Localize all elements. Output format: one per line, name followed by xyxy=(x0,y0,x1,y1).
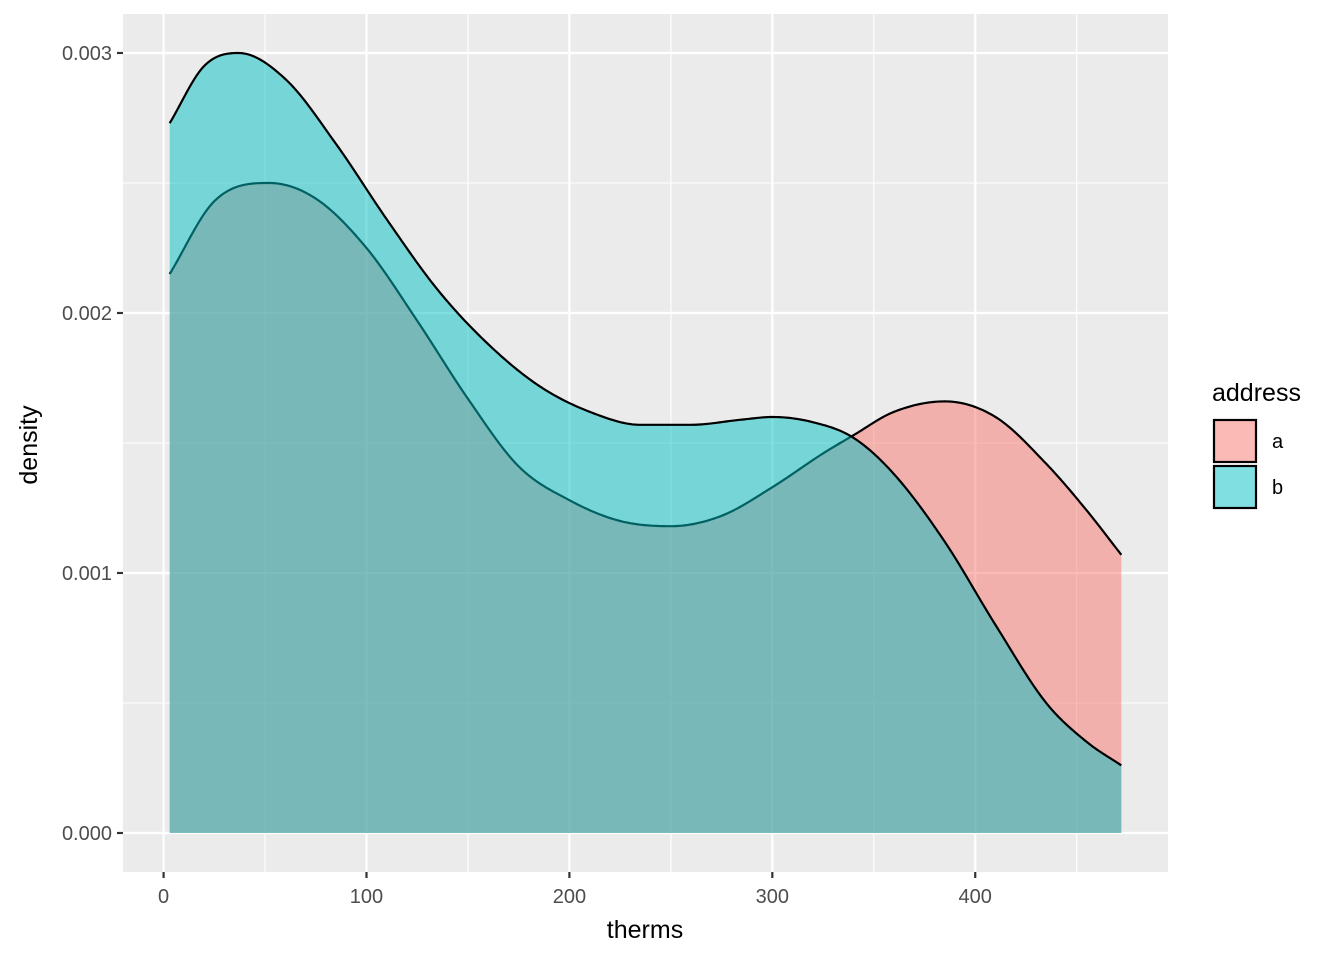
y-tick-label: 0.003 xyxy=(62,43,112,65)
x-tick-label: 400 xyxy=(959,886,992,908)
density-line-b xyxy=(168,51,1122,767)
y-tick-label: 0.002 xyxy=(62,303,112,325)
density-area-b xyxy=(169,53,1122,833)
x-axis: 0 100 200 300 400 xyxy=(158,872,992,908)
legend-items: ab xyxy=(1212,418,1284,510)
x-tick-label: 200 xyxy=(553,886,586,908)
x-axis-title: therms xyxy=(607,916,683,944)
legend-key-a xyxy=(1212,418,1258,464)
y-tick-label: 0.000 xyxy=(62,823,112,845)
x-tick-label: 300 xyxy=(756,886,789,908)
x-tick-label: 100 xyxy=(350,886,383,908)
legend-label-b: b xyxy=(1272,477,1283,499)
legend: address ab xyxy=(1212,379,1301,510)
legend-title: address xyxy=(1212,379,1301,407)
y-tick-label: 0.001 xyxy=(62,563,112,585)
y-axis-title: density xyxy=(15,405,43,485)
x-tick-label: 0 xyxy=(158,886,169,908)
legend-key-b xyxy=(1212,464,1258,510)
y-axis: 0.000 0.001 0.002 0.003 xyxy=(62,43,123,845)
density-areas xyxy=(168,51,1123,833)
legend-label-a: a xyxy=(1272,431,1284,453)
